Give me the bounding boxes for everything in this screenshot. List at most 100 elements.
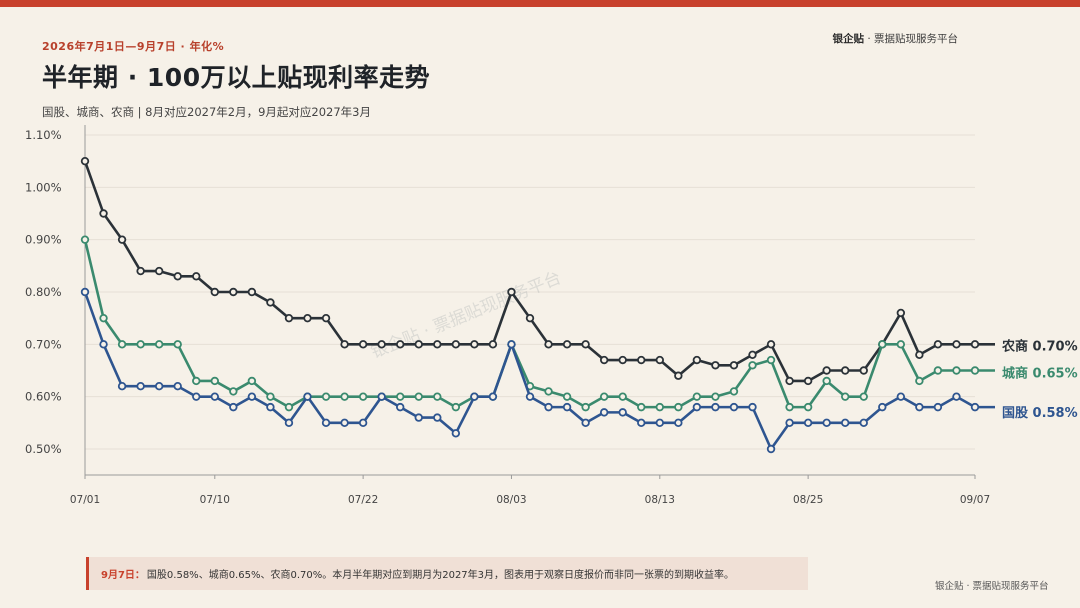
data-point <box>581 418 590 428</box>
data-point <box>599 392 609 401</box>
data-point <box>544 402 553 412</box>
data-point <box>803 402 813 412</box>
data-point <box>896 340 906 349</box>
brand-tagline: · 票据贴现服务平台 <box>863 33 958 45</box>
data-point <box>970 366 980 375</box>
data-point <box>618 408 627 417</box>
data-point <box>748 402 757 412</box>
series-end-label: 城商 0.65% <box>1002 366 1078 382</box>
data-point <box>99 340 108 349</box>
data-point <box>915 350 924 359</box>
x-tick-label: 08/03 <box>496 494 526 506</box>
data-point <box>841 418 850 428</box>
data-point <box>822 376 831 386</box>
data-point <box>488 340 498 349</box>
data-point <box>729 387 739 396</box>
data-point <box>785 402 794 412</box>
date-range-label: 2026年7月1日—9月7日 · 年化% <box>42 40 225 53</box>
data-point <box>266 392 275 401</box>
data-point <box>655 355 664 365</box>
data-point <box>711 361 720 370</box>
brand-name: 银企贴 <box>832 33 864 45</box>
data-point <box>525 392 535 401</box>
data-point <box>785 418 794 428</box>
data-point <box>192 376 201 386</box>
y-tick-label: 0.90% <box>25 233 62 247</box>
data-point <box>266 402 275 412</box>
data-point <box>581 340 590 349</box>
data-point <box>507 340 516 349</box>
series-end-label: 国股 0.58% <box>1002 406 1078 421</box>
data-point <box>284 313 294 323</box>
data-point <box>803 376 813 386</box>
data-point <box>303 392 312 401</box>
data-point <box>358 340 368 349</box>
data-point <box>674 402 683 412</box>
data-point <box>80 156 90 166</box>
data-point <box>711 392 720 401</box>
series-line <box>83 160 975 383</box>
data-point <box>544 387 553 396</box>
data-point <box>210 287 219 297</box>
data-point <box>841 366 850 375</box>
data-point <box>321 313 331 323</box>
x-tick-label: 07/01 <box>70 494 100 506</box>
data-point <box>414 413 423 422</box>
data-point <box>192 272 201 281</box>
data-point <box>822 366 831 375</box>
data-point <box>247 392 257 401</box>
data-point <box>655 418 664 428</box>
y-tick-label: 0.50% <box>25 442 62 456</box>
x-tick-label: 07/22 <box>348 494 378 506</box>
data-point <box>933 340 943 349</box>
data-point <box>711 402 720 412</box>
data-point <box>210 376 219 386</box>
data-point <box>618 392 627 401</box>
data-point <box>377 392 386 401</box>
data-point <box>766 340 776 349</box>
data-point <box>136 340 145 349</box>
data-point <box>154 266 164 276</box>
data-point <box>470 340 479 349</box>
note-date: 9月7日： <box>101 570 145 581</box>
data-point <box>766 355 776 365</box>
data-point <box>859 366 868 375</box>
data-point <box>433 392 442 401</box>
data-point <box>970 402 980 412</box>
data-point <box>859 418 868 428</box>
data-point <box>340 418 349 428</box>
data-point <box>692 402 702 412</box>
brand-header: 银企贴 · 票据贴现服务平台 <box>832 31 958 46</box>
data-point <box>321 392 331 401</box>
data-point <box>952 340 961 349</box>
series-nongshang <box>80 156 995 386</box>
x-tick-label: 09/07 <box>960 494 990 506</box>
data-point <box>766 444 776 454</box>
data-point <box>896 308 906 318</box>
data-point <box>692 355 702 365</box>
data-point <box>562 340 572 349</box>
data-point <box>637 418 646 428</box>
data-point <box>637 355 646 365</box>
data-point <box>599 408 609 417</box>
data-point <box>507 287 516 297</box>
data-point <box>247 376 257 386</box>
data-point <box>970 340 980 349</box>
data-point <box>915 402 924 412</box>
data-point <box>340 340 349 349</box>
data-point <box>933 402 943 412</box>
data-point <box>136 382 145 391</box>
data-point <box>841 392 850 401</box>
data-point <box>674 371 683 380</box>
data-point <box>284 402 294 412</box>
series-guogu <box>80 287 995 454</box>
data-point <box>785 376 794 386</box>
data-point <box>544 340 553 349</box>
data-point <box>117 382 127 391</box>
data-point <box>470 392 479 401</box>
data-point <box>803 418 813 428</box>
axis-layer: 0.50% 0.60% 0.70% 0.80% 0.90% 1.00% 1.10% 07/01… <box>25 125 990 506</box>
y-tick-label: 1.00% <box>25 180 62 194</box>
data-point <box>599 355 609 365</box>
data-point <box>414 392 423 401</box>
